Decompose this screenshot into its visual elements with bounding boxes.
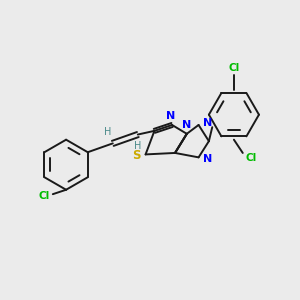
Text: S: S xyxy=(132,149,140,162)
Text: Cl: Cl xyxy=(228,63,239,73)
Text: H: H xyxy=(104,127,111,137)
Text: N: N xyxy=(182,120,191,130)
Text: N: N xyxy=(203,118,212,128)
Text: Cl: Cl xyxy=(245,153,256,163)
Text: H: H xyxy=(134,141,142,151)
Text: N: N xyxy=(166,111,175,121)
Text: N: N xyxy=(203,154,212,164)
Text: Cl: Cl xyxy=(39,190,50,201)
